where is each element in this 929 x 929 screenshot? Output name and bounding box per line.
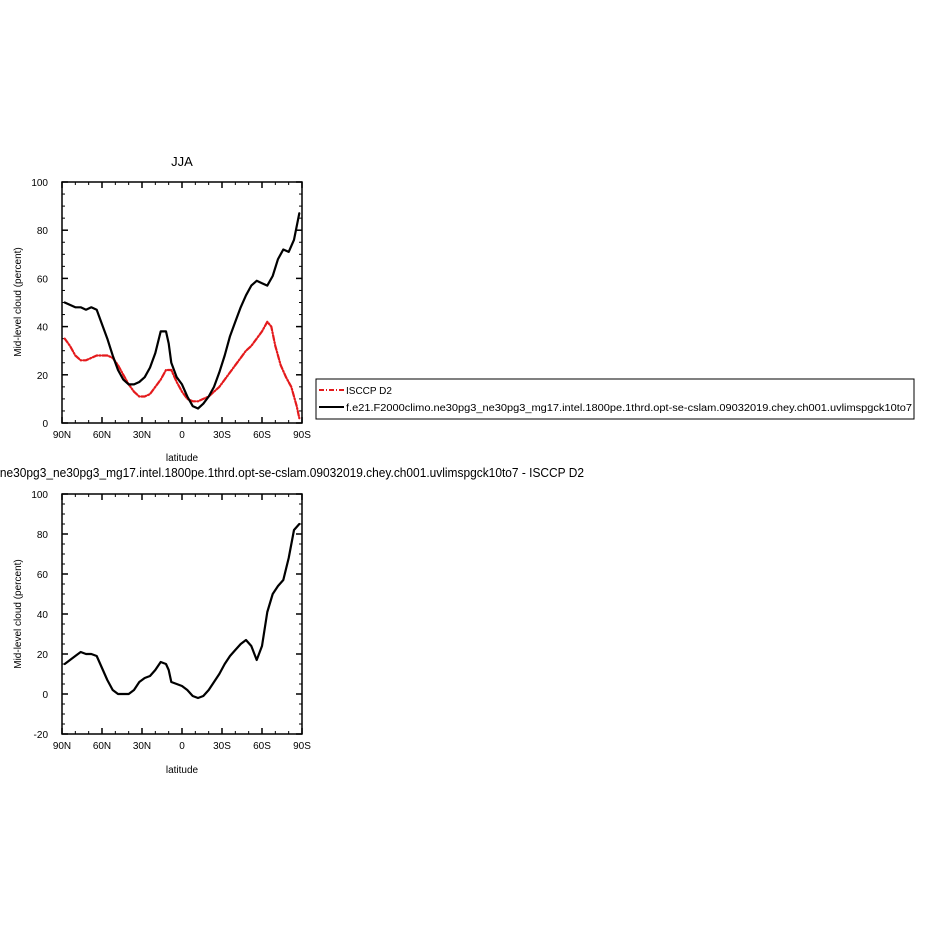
top-ytick-label: 40	[37, 323, 49, 334]
bottom-plot-ylabel: Mid-level cloud (percent)	[13, 559, 24, 669]
top-ytick-label: 20	[37, 371, 49, 382]
bottom-plot-ticks: 90N 60N 30N 0 30S 60S 90S -20 0 20 40 60 80 100	[31, 490, 311, 752]
bottom-xtick-label: 0	[179, 741, 185, 752]
bottom-xtick-label: 60N	[93, 741, 111, 752]
top-plot: JJA 90N 60N 30N 0 30S 60S 90S 0 20 40 60 80 100 lati…	[13, 154, 311, 464]
bottom-ytick-label: 100	[31, 490, 48, 501]
top-xtick-label: 90N	[53, 430, 71, 441]
top-series-line-0	[63, 320, 301, 420]
bottom-series-line-0	[63, 522, 301, 700]
top-ytick-label: 80	[37, 226, 49, 237]
top-plot-title: JJA	[171, 154, 193, 169]
bottom-ytick-label: 20	[37, 650, 49, 661]
bottom-ytick-label: 80	[37, 530, 49, 541]
top-ytick-label: 0	[42, 419, 48, 430]
top-plot-series	[63, 212, 301, 420]
top-xtick-label: 60S	[253, 430, 271, 441]
bottom-xtick-label: 30N	[133, 741, 151, 752]
legend-box	[315, 378, 915, 420]
bottom-plot-title: f.e21.F2000climo.ne30pg3_ne30pg3_mg17.in…	[0, 465, 584, 480]
legend-label-isccp: ISCCP D2	[346, 386, 392, 397]
legend: ISCCP D2 f.e21.F2000climo.ne30pg3_ne30pg…	[315, 378, 915, 420]
top-xtick-label: 0	[179, 430, 185, 441]
bottom-xtick-label: 90S	[293, 741, 311, 752]
bottom-ytick-label: -20	[34, 730, 49, 741]
top-series-line-1	[63, 212, 301, 410]
bottom-plot-frame	[61, 493, 303, 735]
top-xtick-label: 30N	[133, 430, 151, 441]
bottom-xtick-label: 90N	[53, 741, 71, 752]
top-xtick-label: 90S	[293, 430, 311, 441]
bottom-ytick-label: 0	[42, 690, 48, 701]
top-plot-xlabel: latitude	[166, 453, 199, 464]
top-xtick-label: 60N	[93, 430, 111, 441]
bottom-xtick-label: 60S	[253, 741, 271, 752]
top-ytick-label: 60	[37, 274, 49, 285]
bottom-plot: f.e21.F2000climo.ne30pg3_ne30pg3_mg17.in…	[0, 465, 584, 776]
top-plot-ticks: 90N 60N 30N 0 30S 60S 90S 0 20 40 60 80 100	[31, 178, 311, 441]
legend-label-model: f.e21.F2000climo.ne30pg3_ne30pg3_mg17.in…	[346, 403, 912, 414]
bottom-plot-xlabel: latitude	[166, 765, 199, 776]
top-plot-ylabel: Mid-level cloud (percent)	[13, 247, 24, 357]
bottom-ytick-label: 60	[37, 570, 49, 581]
bottom-xtick-label: 30S	[213, 741, 231, 752]
top-plot-frame	[61, 181, 303, 424]
top-ytick-label: 100	[31, 178, 48, 189]
bottom-ytick-label: 40	[37, 610, 49, 621]
bottom-plot-series	[63, 522, 301, 700]
top-xtick-label: 30S	[213, 430, 231, 441]
